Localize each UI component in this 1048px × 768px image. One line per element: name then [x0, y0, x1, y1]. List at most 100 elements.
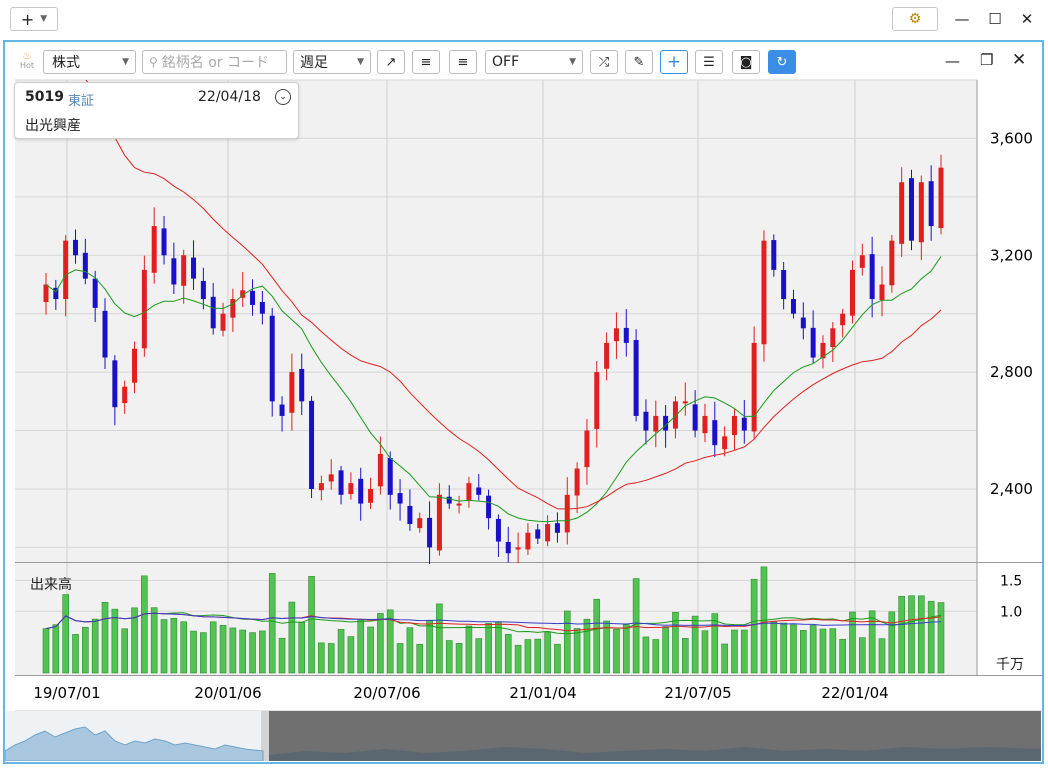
volume-bar: [485, 623, 492, 674]
crosshair-button[interactable]: +: [660, 50, 688, 74]
candle-body: [938, 167, 944, 229]
candle-body: [407, 505, 413, 525]
volume-bar: [436, 603, 443, 674]
candle-body: [672, 401, 678, 429]
candle-body: [722, 436, 728, 450]
volume-unit: 千万: [996, 657, 1024, 673]
candle-body: [387, 458, 393, 495]
stock-info-popup: 5019 東証 22/04/18 ⌄ 出光興産: [14, 82, 299, 139]
volume-ma-mid-line: [45, 612, 942, 630]
align-left-icon: ≡: [420, 54, 432, 70]
candle-body: [623, 327, 629, 343]
chart-toolbar: ♨ Hot 株式 ▼ ⚲ 銘柄名 or コード 週足 ▼ ↗ ≡ ≡ OFF ▼ ⤮ …: [5, 42, 1042, 80]
candle-body: [299, 368, 305, 402]
candle-body: [171, 258, 177, 285]
volume-bar: [62, 594, 69, 674]
candle-body: [643, 411, 649, 431]
volume-bar: [308, 576, 315, 674]
align-right-icon: ≡: [457, 54, 469, 70]
candle-body: [594, 372, 600, 429]
candle-body: [161, 228, 167, 256]
settings-button[interactable]: ⚙: [892, 7, 938, 31]
volume-bar: [888, 611, 896, 674]
volume-bar: [740, 629, 748, 674]
candle-body: [220, 313, 226, 331]
search-input[interactable]: ⚲ 銘柄名 or コード: [142, 50, 287, 74]
refresh-button[interactable]: ↻: [768, 50, 796, 74]
candle-body: [132, 348, 138, 383]
maximize-button[interactable]: ☐: [981, 6, 1009, 32]
volume-bar: [859, 637, 866, 674]
candle-body: [230, 299, 236, 318]
volume-bar: [632, 578, 640, 674]
candle-body: [869, 254, 875, 300]
volume-bar: [495, 621, 502, 674]
candle-body: [240, 290, 246, 298]
volume-bar: [180, 621, 187, 674]
camera-button[interactable]: ◙: [732, 50, 760, 74]
candle-body: [309, 400, 315, 489]
volume-bar: [190, 630, 197, 674]
close-button[interactable]: ✕: [1013, 6, 1041, 32]
pencil-button[interactable]: ✎: [625, 50, 653, 74]
crosshair-icon: +: [666, 52, 682, 72]
volume-bar: [91, 618, 99, 674]
shuffle-button[interactable]: ⤮: [590, 50, 618, 74]
candle-body: [181, 255, 187, 286]
plus-icon: +: [20, 9, 35, 29]
category-select[interactable]: 株式 ▼: [43, 50, 136, 74]
volume-bar: [337, 629, 345, 674]
chart-restore-button[interactable]: ❐: [980, 51, 993, 69]
candle-body: [859, 255, 865, 268]
candle-body: [574, 468, 580, 496]
volume-bar: [288, 601, 296, 674]
volume-bar: [386, 609, 394, 674]
y-tick-label: 3,200: [990, 246, 1033, 264]
align-left-button[interactable]: ≡: [412, 50, 440, 74]
indicator-select[interactable]: OFF ▼: [485, 50, 583, 74]
volume-bar: [849, 611, 856, 674]
volume-bar: [622, 624, 630, 674]
chart-close-button[interactable]: ✕: [1012, 50, 1026, 70]
volume-bar: [327, 643, 335, 674]
collapse-icon[interactable]: ⌄: [275, 89, 291, 105]
candle-body: [289, 372, 295, 413]
volume-bar: [613, 628, 620, 674]
volume-bar: [249, 632, 256, 674]
settings-sliders-button[interactable]: ☰: [695, 50, 723, 74]
candle-body: [604, 342, 610, 369]
volume-bar: [396, 643, 404, 674]
period-select[interactable]: 週足 ▼: [293, 50, 371, 74]
minimize-button[interactable]: —: [948, 6, 976, 32]
candle-body: [505, 541, 511, 554]
volume-bar: [377, 613, 384, 674]
chart-minimize-button[interactable]: —: [945, 52, 960, 70]
candle-body: [92, 278, 98, 308]
align-right-button[interactable]: ≡: [449, 50, 477, 74]
volume-bar: [681, 638, 689, 674]
volume-bar: [731, 629, 738, 674]
volume-bar: [209, 621, 217, 674]
candle-body: [250, 290, 256, 305]
candle-body: [741, 417, 747, 431]
volume-bar: [475, 638, 483, 674]
add-menu-button[interactable]: + ▼: [10, 7, 58, 31]
volume-bar: [701, 630, 709, 674]
shuffle-icon: ⤮: [598, 54, 610, 70]
navigator-handle[interactable]: [261, 711, 269, 761]
candle-body: [554, 523, 560, 533]
candle-body: [879, 284, 885, 301]
candle-body: [456, 503, 462, 506]
candle-body: [279, 404, 285, 416]
volume-bar: [426, 619, 433, 674]
trend-line-button[interactable]: ↗: [377, 50, 405, 74]
market-name: 東証: [68, 94, 95, 109]
price-plot-area[interactable]: [15, 80, 977, 562]
x-tick-label: 19/07/01: [33, 684, 100, 702]
candle-body: [348, 483, 354, 495]
hot-button[interactable]: ♨ Hot: [17, 50, 37, 71]
candle-body: [466, 483, 472, 502]
candle-body: [800, 317, 806, 329]
volume-bar: [357, 619, 365, 674]
range-navigator[interactable]: [4, 711, 1041, 762]
